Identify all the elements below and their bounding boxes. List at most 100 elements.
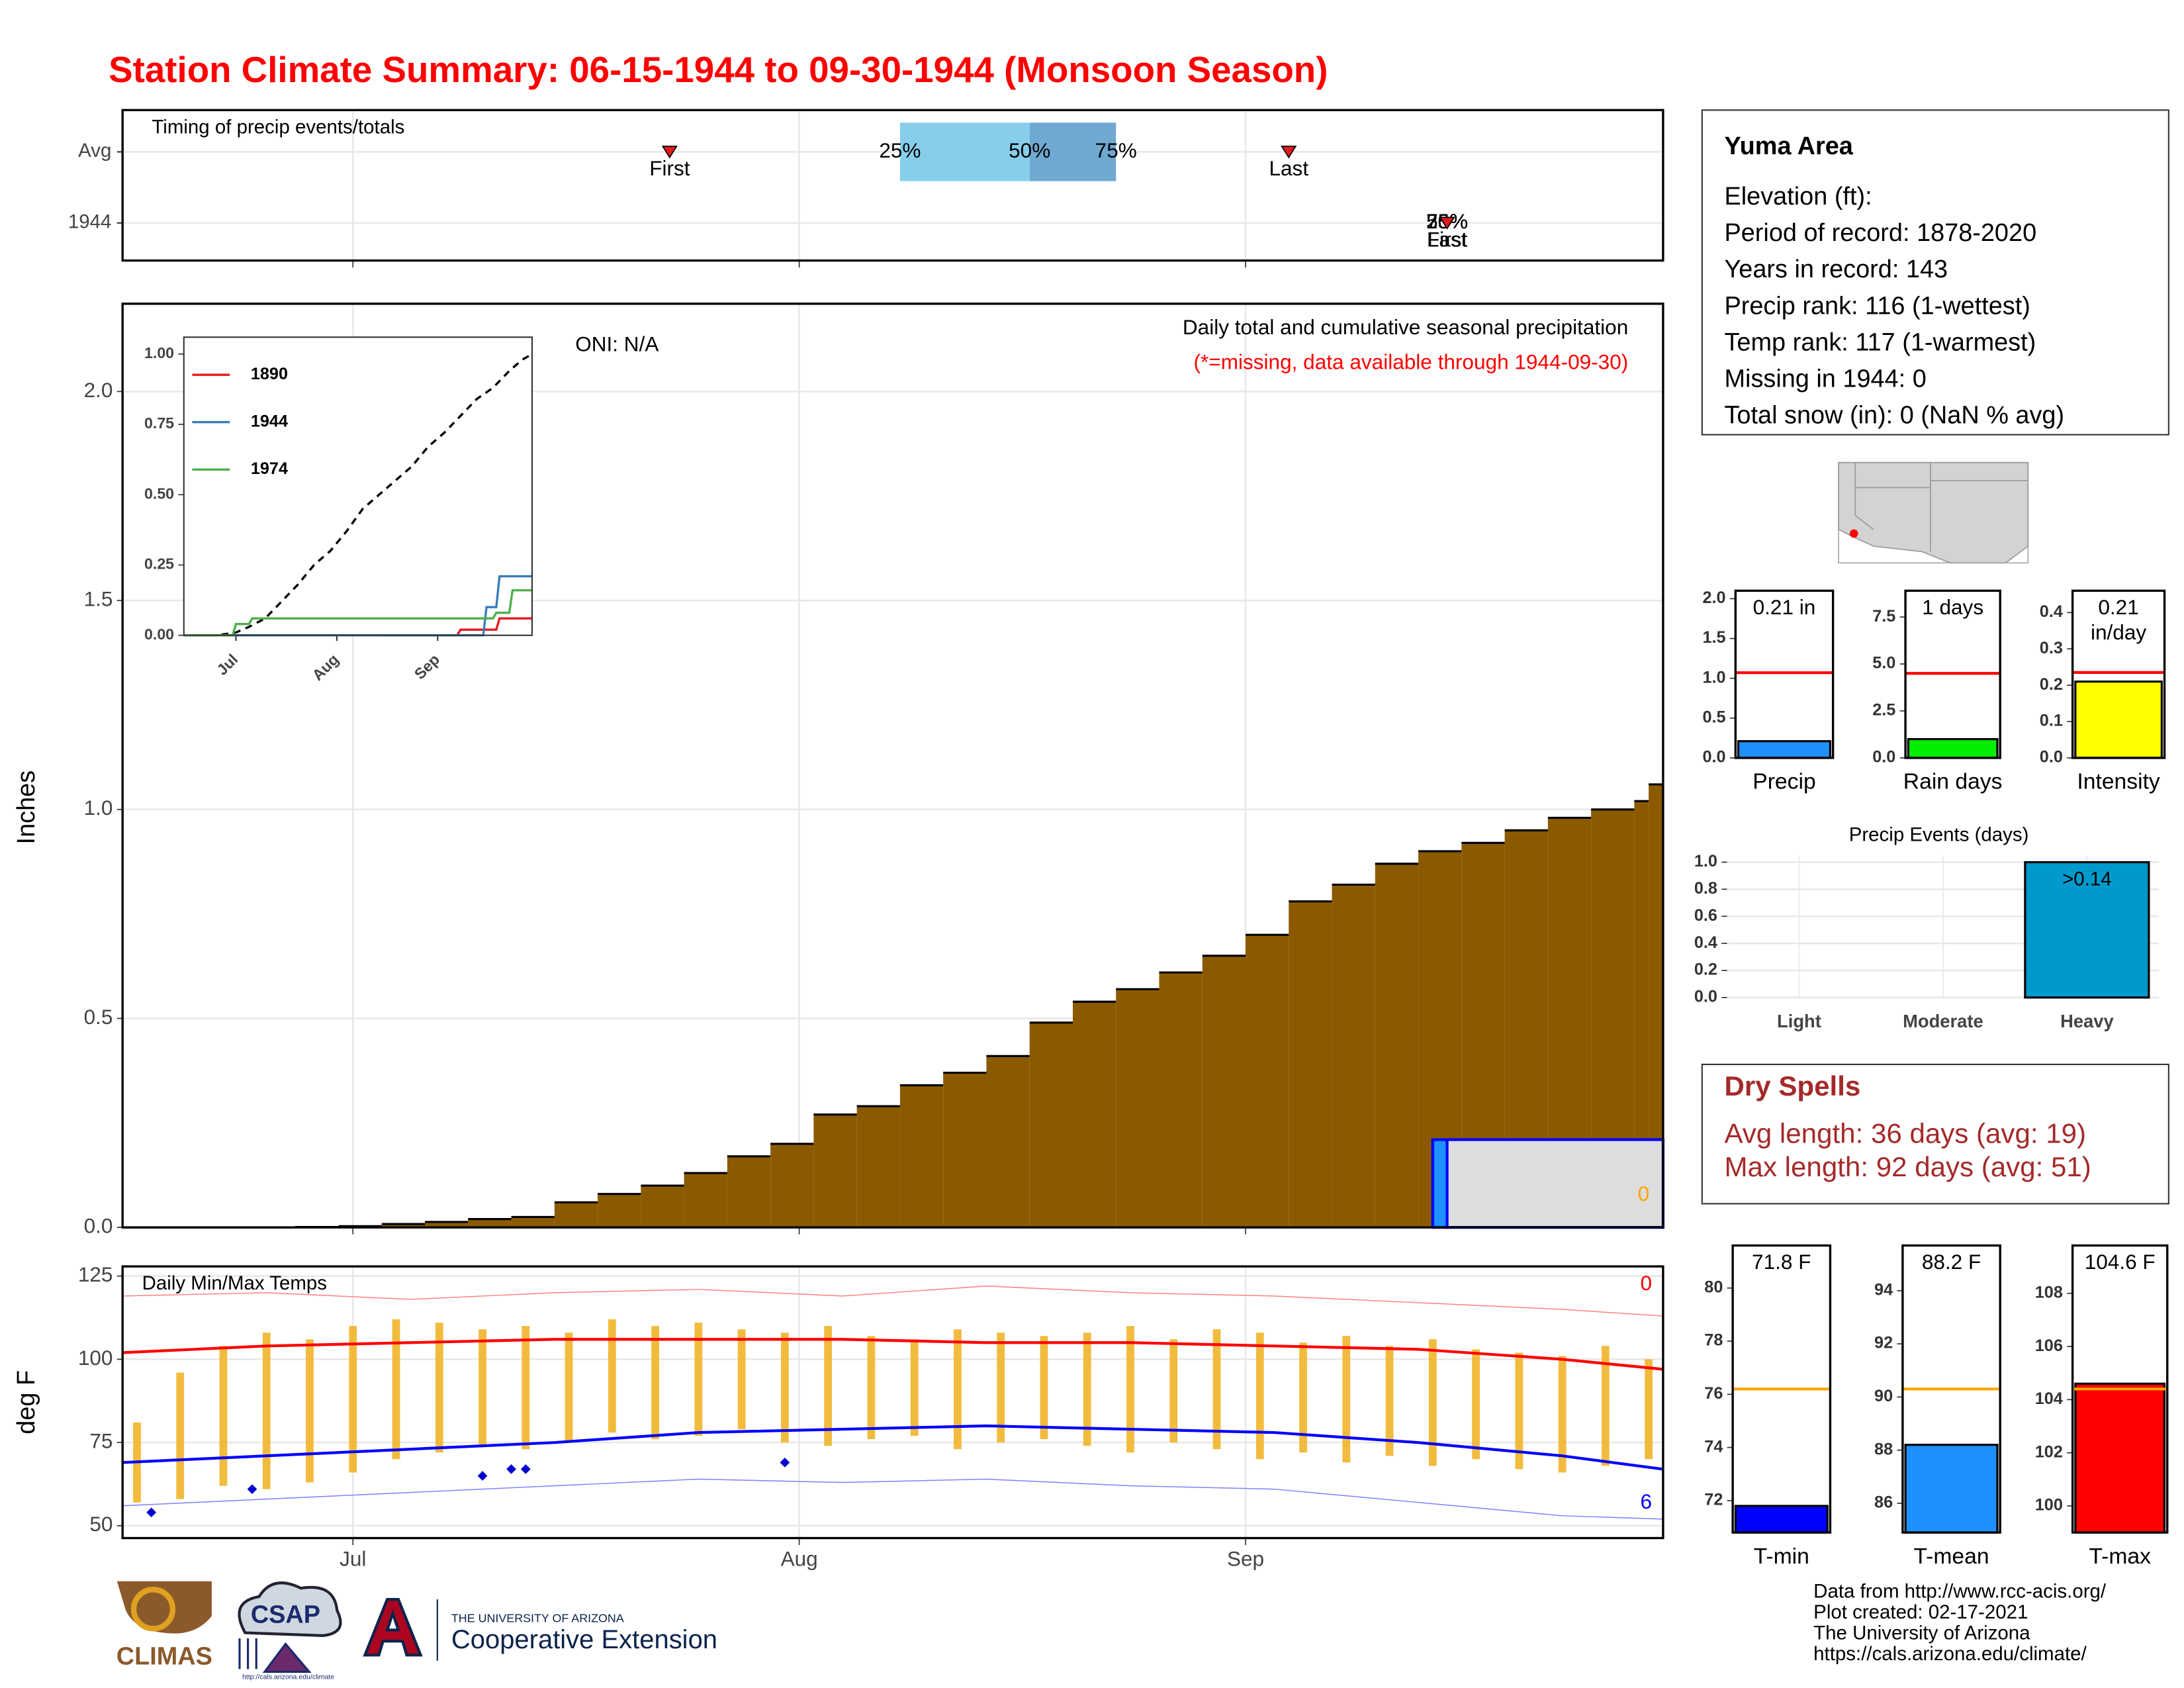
gauge-bar (2074, 1382, 2166, 1534)
y-tick-label: 2.0 (1702, 588, 1725, 607)
quartile-label: 75% (1095, 138, 1137, 162)
precip-step (1445, 1138, 1664, 1229)
temp-range-bar (780, 1333, 789, 1443)
csap-url: http://cals.arizona.edu/climate (242, 1673, 334, 1681)
dry-spells-box (1701, 1063, 2169, 1205)
y-tick-label: 1.0 (1694, 852, 1717, 870)
temp-range-bar (1428, 1339, 1437, 1466)
precip-step (727, 1156, 771, 1228)
gauge-bar (1904, 1444, 1999, 1534)
plot-frame (121, 303, 1664, 1229)
gauge-label: T-max (2089, 1544, 2151, 1569)
csap-logo-text: CSAP (251, 1601, 320, 1628)
y-tick-label: 74 (1704, 1437, 1723, 1456)
precip-step (856, 1106, 900, 1228)
info-line: Elevation (ft): (1724, 183, 1872, 211)
y-tick-label: 108 (2035, 1283, 2063, 1301)
y-tick-label: 7.5 (1872, 607, 1895, 626)
value-label: 0.21 (2098, 595, 2138, 619)
y-tick-label: 72 (1704, 1491, 1723, 1509)
value-label: 1 days (1922, 595, 1983, 619)
legend-label: 1890 (251, 365, 288, 383)
precip-step (1634, 801, 1649, 1228)
y-tick-label: 0.0 (84, 1214, 113, 1238)
y-tick-label: 1.00 (144, 344, 174, 361)
temp-range-bar (478, 1329, 486, 1446)
info-line: Period of record: 1878-2020 (1724, 219, 2036, 247)
precip-step (1246, 935, 1289, 1228)
plot-frame (121, 1265, 1664, 1540)
y-tick-label: 0.0 (2040, 748, 2063, 767)
record-marker (520, 1464, 531, 1474)
temp-range-bar (1558, 1356, 1567, 1473)
precip-step (770, 1143, 814, 1228)
y-tick-label: 0.5 (1702, 708, 1725, 726)
ua-logo (363, 1598, 423, 1657)
x-tick-label: Light (1777, 1011, 1821, 1031)
gauge-label: T-min (1754, 1544, 1809, 1569)
y-tick-label: 2.5 (1872, 701, 1895, 720)
precip-step (1289, 901, 1332, 1228)
info-line: Temp rank: 117 (1-warmest) (1724, 328, 2036, 356)
y-tick-label: 1.5 (1702, 628, 1725, 647)
temp-range-bar (910, 1339, 919, 1436)
gauge-label: Rain days (1903, 770, 2003, 794)
annotation: ONI: N/A (575, 332, 659, 355)
temp-range-bar (435, 1323, 443, 1453)
gauge-frame (1734, 589, 1835, 759)
precip-step (1332, 884, 1375, 1228)
csap-cloud (238, 1581, 342, 1637)
y-tick-label: 5.0 (1872, 654, 1895, 673)
precip-step (1072, 1002, 1116, 1228)
temp-range-bar (954, 1329, 962, 1450)
locator-map (1838, 461, 2029, 564)
event-marker (661, 146, 678, 159)
temp-range-bar (1083, 1333, 1091, 1446)
temp-range-bar (1515, 1352, 1524, 1470)
quartile-label: 50% (1009, 138, 1050, 162)
y-tick-label: 78 (1704, 1331, 1723, 1350)
temp-range-bar (262, 1333, 271, 1489)
y-tick-label: 1.0 (84, 796, 113, 820)
panel-title: Timing of precip events/totals (152, 116, 404, 138)
precip-step (468, 1219, 512, 1228)
map-borders (1854, 462, 2028, 552)
y-tick-label: 0.2 (2040, 675, 2063, 694)
temp-range-bar (867, 1336, 876, 1440)
dry-spell-line: Avg length: 36 days (avg: 19) (1724, 1117, 2086, 1149)
precip-step (425, 1221, 469, 1228)
value-label: 104.6 F (2085, 1250, 2156, 1274)
y-tick-label: 86 (1874, 1493, 1893, 1512)
precip-step (1116, 989, 1160, 1228)
y-tick-label: 75 (89, 1429, 113, 1453)
annotation: 6 (1640, 1489, 1652, 1513)
gauge-label: Precip (1752, 770, 1815, 794)
gauge-bar (1737, 740, 1832, 759)
y-tick-label: 0.6 (1694, 906, 1717, 925)
annotation: Daily total and cumulative seasonal prec… (1183, 315, 1628, 339)
gauge-frame (2071, 589, 2166, 759)
quartile-band (899, 122, 1030, 181)
dry-spell-line: Max length: 92 days (avg: 51) (1724, 1151, 2091, 1182)
legend-label: 1944 (251, 412, 288, 430)
row-label: Avg (78, 140, 111, 162)
y-tick-label: 0.0 (1702, 748, 1725, 767)
gauge-bar (1907, 737, 1999, 759)
panel-title: Daily Min/Max Temps (142, 1272, 327, 1294)
dry-spells-title: Dry Spells (1724, 1070, 1860, 1102)
temp-range-bar (1645, 1359, 1653, 1460)
temp-range-bar (737, 1329, 746, 1430)
y-tick-label: 102 (2035, 1442, 2063, 1461)
y-tick-label: 106 (2035, 1336, 2063, 1355)
station-dot (1849, 529, 1858, 538)
temp-range-bar (565, 1333, 573, 1443)
temp-range-bar (219, 1346, 228, 1486)
temp-line (122, 1286, 1663, 1317)
plot-frame (121, 109, 1664, 262)
y-tick-label: 0.50 (144, 485, 174, 502)
value-label: 88.2 F (1922, 1250, 1981, 1274)
x-tick-label: Heavy (2060, 1011, 2114, 1031)
annotation: (*=missing, data available through 1944-… (1194, 350, 1629, 374)
precip-step (598, 1194, 641, 1228)
